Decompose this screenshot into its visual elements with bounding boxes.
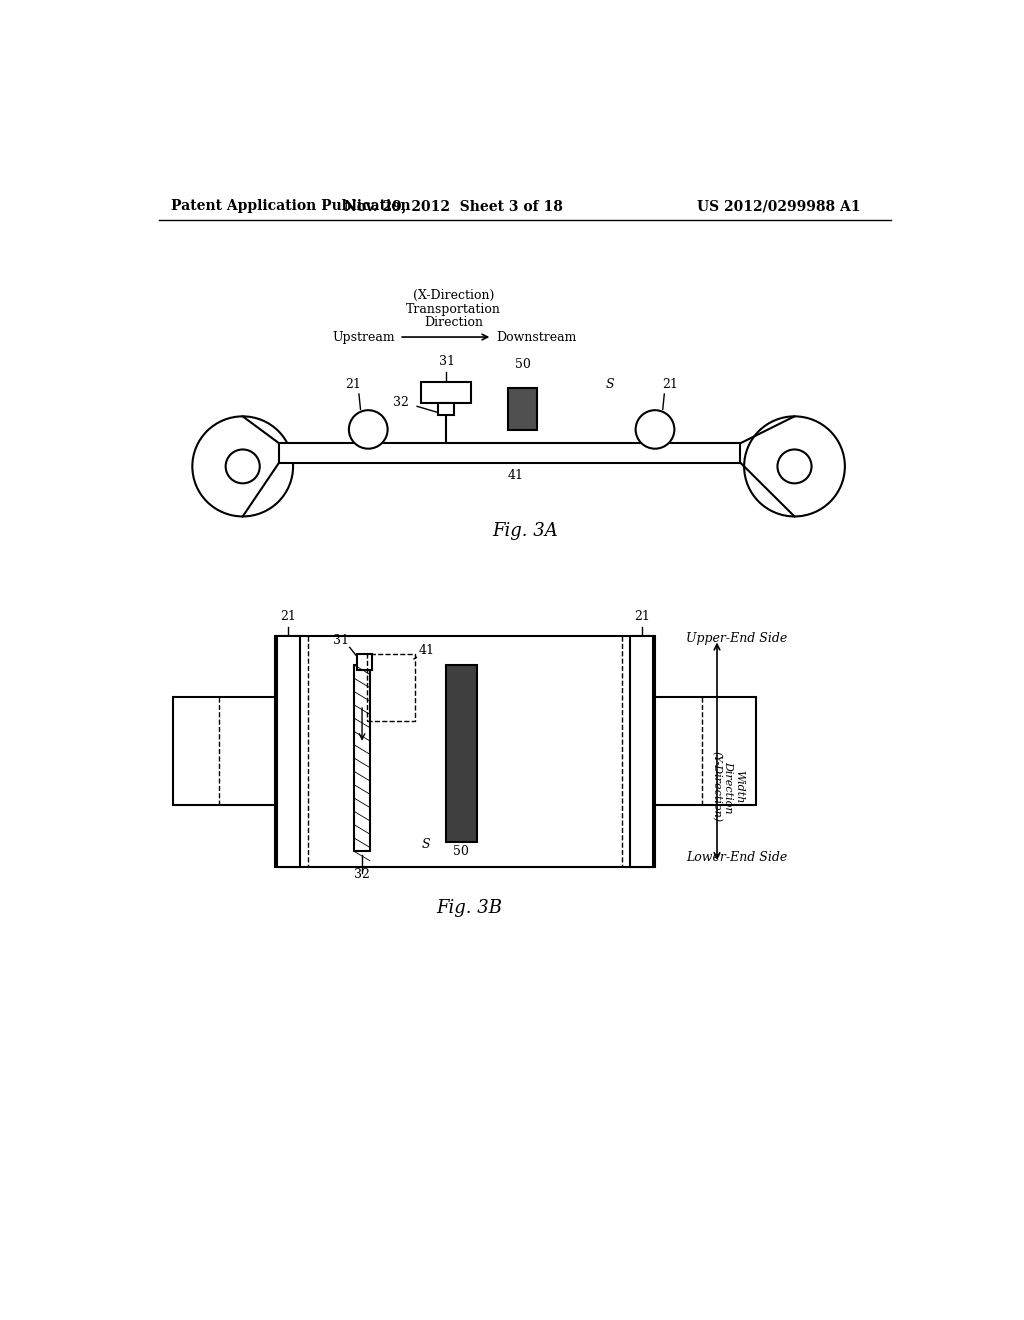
Bar — [438, 404, 454, 414]
Circle shape — [636, 411, 675, 449]
Text: S: S — [422, 838, 431, 850]
Text: 21: 21 — [663, 378, 679, 391]
Text: Upstream: Upstream — [333, 330, 395, 343]
Bar — [421, 381, 471, 404]
Circle shape — [349, 411, 388, 449]
Text: Upper-End Side: Upper-End Side — [686, 632, 787, 645]
Bar — [173, 697, 275, 805]
Text: Lower-End Side: Lower-End Side — [686, 850, 787, 863]
Bar — [655, 697, 756, 805]
Text: 21: 21 — [634, 610, 650, 623]
Text: Patent Application Publication: Patent Application Publication — [171, 199, 411, 213]
Circle shape — [744, 416, 845, 516]
Text: 32: 32 — [393, 396, 410, 409]
Text: Nov. 29, 2012  Sheet 3 of 18: Nov. 29, 2012 Sheet 3 of 18 — [344, 199, 563, 213]
Text: S: S — [606, 378, 614, 391]
Bar — [276, 636, 300, 867]
Text: 31: 31 — [333, 634, 349, 647]
Text: 50: 50 — [454, 845, 469, 858]
Text: Fig. 3B: Fig. 3B — [436, 899, 502, 917]
Text: 32: 32 — [354, 869, 370, 882]
Bar — [630, 636, 653, 867]
Text: Fig. 3A: Fig. 3A — [492, 521, 558, 540]
Text: 21: 21 — [281, 610, 296, 623]
Text: Direction: Direction — [424, 315, 483, 329]
Text: Width
Direction
(Y-Direction): Width Direction (Y-Direction) — [711, 751, 744, 822]
Text: (X-Direction): (X-Direction) — [413, 289, 495, 302]
Text: Transportation: Transportation — [407, 302, 501, 315]
Text: 41: 41 — [508, 470, 523, 483]
Text: Downstream: Downstream — [496, 330, 577, 343]
Text: 50: 50 — [514, 358, 530, 371]
Text: US 2012/0299988 A1: US 2012/0299988 A1 — [697, 199, 861, 213]
Bar — [356, 653, 372, 671]
Bar — [445, 665, 477, 842]
Text: 21: 21 — [345, 378, 360, 391]
Text: 41: 41 — [419, 644, 434, 656]
Bar — [354, 665, 370, 851]
Circle shape — [193, 416, 293, 516]
Text: 31: 31 — [439, 355, 456, 368]
Bar — [508, 388, 538, 430]
Bar — [280, 444, 740, 462]
Bar — [275, 636, 655, 867]
